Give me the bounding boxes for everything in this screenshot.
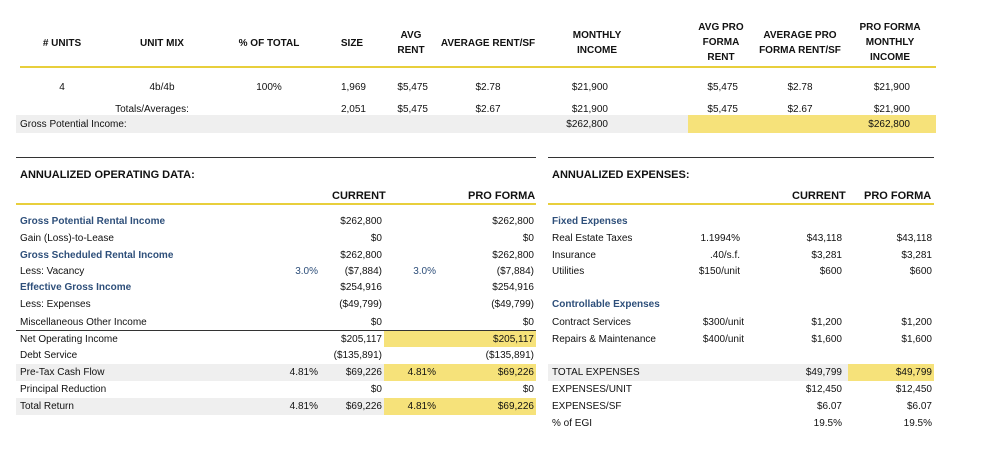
expenses-top-rule — [548, 157, 934, 158]
expenses-col-current: CURRENT — [792, 190, 846, 202]
expenses-header-underline — [548, 203, 934, 205]
total-return-band — [16, 398, 384, 415]
expenses-col-pro-forma: PRO FORMA — [864, 190, 932, 202]
operating-top-rule — [16, 157, 536, 158]
noi-rule — [16, 330, 536, 331]
total-return-highlight — [384, 398, 536, 415]
gpi-current: $262,800 — [566, 119, 608, 130]
expenses-title: ANNUALIZED EXPENSES: — [552, 169, 690, 181]
cashflow-band — [16, 364, 384, 381]
total-expenses-band — [548, 364, 848, 381]
header-units: # UNITS — [42, 38, 82, 49]
header-monthly-income: MONTHLY INCOME — [572, 30, 622, 56]
total-expenses-highlight — [848, 364, 934, 381]
fixed-expenses-label: Fixed Expenses — [552, 216, 628, 227]
noi-highlight — [384, 331, 536, 347]
header-size: SIZE — [340, 38, 364, 49]
gpi-label: Gross Potential Income: — [20, 119, 127, 130]
header-avg-rent-sf: AVERAGE RENT/SF — [440, 38, 536, 49]
gpi-highlight — [688, 115, 936, 133]
header-underline — [20, 66, 936, 68]
operating-header-underline — [16, 203, 536, 205]
header-pct-total: % OF TOTAL — [238, 38, 300, 49]
header-pf-rent: AVG PRO FORMA RENT — [698, 22, 744, 63]
header-unit-mix: UNIT MIX — [140, 38, 184, 49]
operating-title: ANNUALIZED OPERATING DATA: — [20, 169, 195, 181]
header-pf-rent-sf: AVERAGE PRO FORMA RENT/SF — [759, 30, 841, 56]
gpi-pro-forma: $262,800 — [868, 119, 910, 130]
header-avg-rent: AVG RENT — [397, 30, 425, 56]
cashflow-highlight — [384, 364, 536, 381]
operating-col-current: CURRENT — [332, 190, 386, 202]
operating-col-pro-forma: PRO FORMA — [468, 190, 536, 202]
controllable-expenses-label: Controllable Expenses — [552, 299, 660, 310]
header-pf-monthly: PRO FORMA MONTHLY INCOME — [859, 22, 921, 63]
gpi-band — [16, 115, 688, 133]
